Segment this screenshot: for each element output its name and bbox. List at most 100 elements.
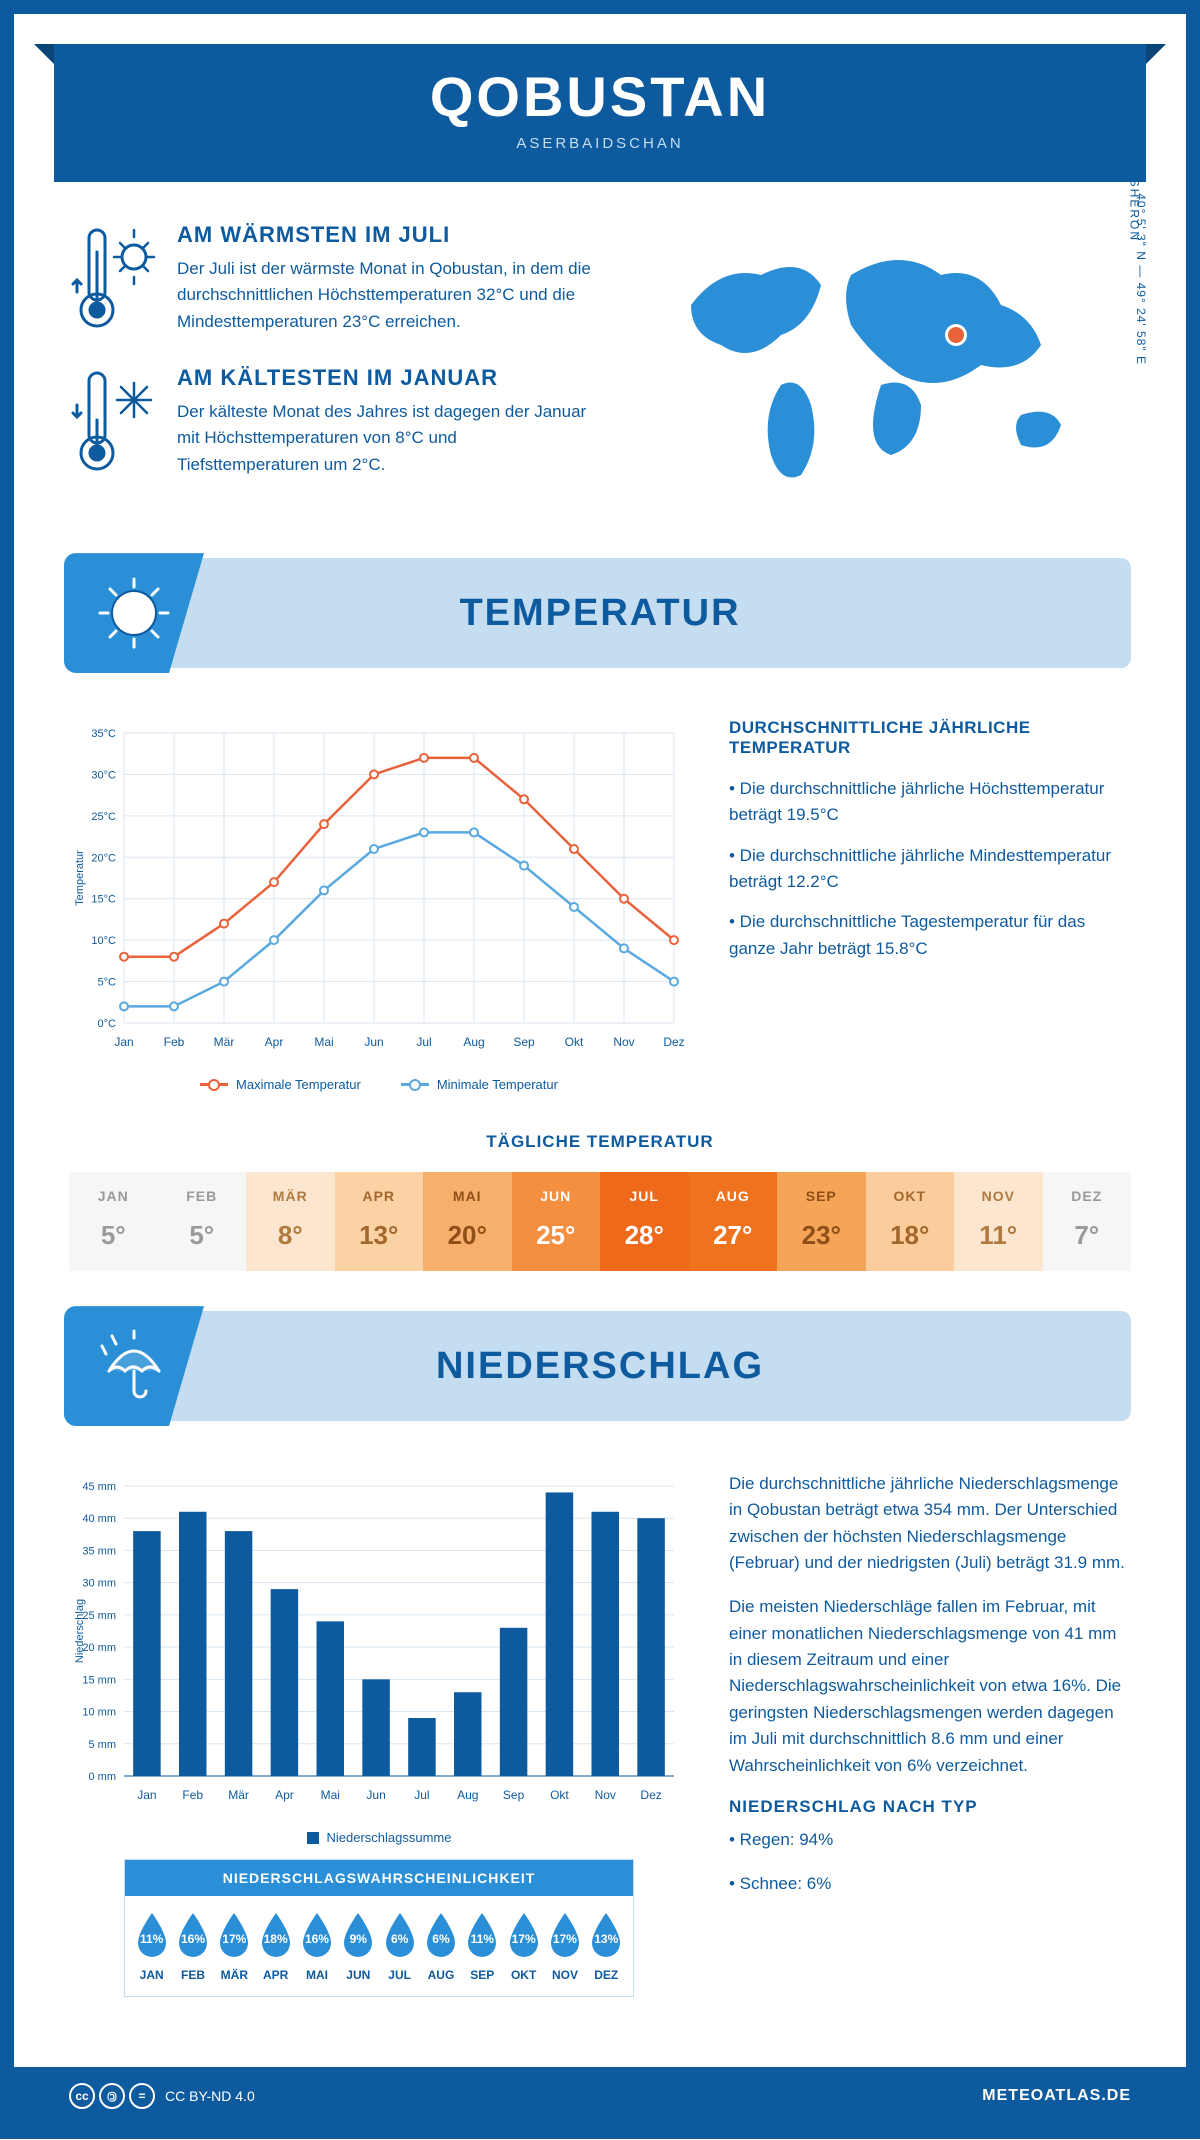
svg-text:Sep: Sep — [503, 1788, 525, 1802]
svg-text:5°C: 5°C — [98, 977, 117, 989]
prob-cell: 9% JUN — [338, 1910, 379, 1982]
svg-text:Dez: Dez — [640, 1788, 661, 1802]
precip-para: Die durchschnittliche jährliche Niedersc… — [729, 1471, 1131, 1576]
raindrop-icon: 6% — [421, 1910, 461, 1960]
license-label: CC BY-ND 4.0 — [165, 2088, 255, 2104]
raindrop-icon: 17% — [214, 1910, 254, 1960]
prob-cell: 11% JAN — [131, 1910, 172, 1982]
prob-cell: 6% AUG — [420, 1910, 461, 1982]
site-label: METEOATLAS.DE — [982, 2087, 1131, 2105]
raindrop-icon: 17% — [545, 1910, 585, 1960]
prob-title: NIEDERSCHLAGSWAHRSCHEINLICHKEIT — [125, 1860, 633, 1896]
svg-text:Jul: Jul — [416, 1035, 431, 1049]
prob-cell: 6% JUL — [379, 1910, 420, 1982]
prob-cell: 13% DEZ — [586, 1910, 627, 1982]
svg-text:Feb: Feb — [164, 1035, 185, 1049]
temperature-annual: DURCHSCHNITTLICHE JÄHRLICHE TEMPERATUR •… — [729, 718, 1131, 1092]
svg-text:20 mm: 20 mm — [82, 1642, 116, 1654]
svg-text:Mär: Mär — [228, 1788, 249, 1802]
thermometer-snow-icon — [69, 365, 159, 475]
svg-text:Sep: Sep — [513, 1035, 535, 1049]
warmest-text: Der Juli ist der wärmste Monat in Qobust… — [177, 256, 597, 335]
svg-text:Jan: Jan — [137, 1788, 156, 1802]
temperature-section-head: TEMPERATUR — [69, 558, 1131, 668]
legend-precip: Niederschlagssumme — [327, 1830, 452, 1845]
temperature-legend: Maximale Temperatur Minimale Temperatur — [69, 1077, 689, 1092]
daily-cell: AUG 27° — [689, 1172, 778, 1271]
svg-text:Okt: Okt — [550, 1788, 569, 1802]
svg-text:15°C: 15°C — [91, 894, 116, 906]
annual-bullet: • Die durchschnittliche jährliche Höchst… — [729, 776, 1131, 829]
raindrop-icon: 9% — [338, 1910, 378, 1960]
svg-text:Mär: Mär — [214, 1035, 235, 1049]
svg-text:Okt: Okt — [565, 1035, 584, 1049]
umbrella-icon — [94, 1326, 174, 1406]
daily-cell: JUN 25° — [512, 1172, 601, 1271]
prob-cell: 17% NOV — [544, 1910, 585, 1982]
coldest-title: AM KÄLTESTEN IM JANUAR — [177, 365, 597, 391]
svg-text:Apr: Apr — [275, 1788, 294, 1802]
page-subtitle: ASERBAIDSCHAN — [54, 135, 1146, 152]
svg-text:30 mm: 30 mm — [82, 1578, 116, 1590]
prob-cell: 17% OKT — [503, 1910, 544, 1982]
daily-cell: FEB 5° — [158, 1172, 247, 1271]
prob-cell: 16% FEB — [172, 1910, 213, 1982]
daily-temp-title: TÄGLICHE TEMPERATUR — [14, 1132, 1186, 1152]
svg-text:Mai: Mai — [314, 1035, 333, 1049]
svg-text:Jan: Jan — [114, 1035, 133, 1049]
raindrop-icon: 17% — [504, 1910, 544, 1960]
svg-text:15 mm: 15 mm — [82, 1674, 116, 1686]
svg-text:0 mm: 0 mm — [89, 1771, 117, 1783]
coords-label: 40° 5' 3" N — 49° 24' 58" E — [1134, 193, 1148, 365]
world-map: ABSHERON 40° 5' 3" N — 49° 24' 58" E — [651, 222, 1131, 508]
svg-text:10°C: 10°C — [91, 935, 116, 947]
precip-title: NIEDERSCHLAG — [436, 1345, 764, 1388]
annual-bullet: • Die durchschnittliche jährliche Mindes… — [729, 843, 1131, 896]
header-banner: QOBUSTAN ASERBAIDSCHAN — [54, 44, 1146, 182]
daily-cell: JUL 28° — [600, 1172, 689, 1271]
prob-cell: 17% MÄR — [214, 1910, 255, 1982]
daily-cell: MAI 20° — [423, 1172, 512, 1271]
svg-text:45 mm: 45 mm — [82, 1481, 116, 1493]
annual-title: DURCHSCHNITTLICHE JÄHRLICHE TEMPERATUR — [729, 718, 1131, 758]
precip-para: Die meisten Niederschläge fallen im Febr… — [729, 1594, 1131, 1778]
daily-cell: JAN 5° — [69, 1172, 158, 1271]
precip-type: • Regen: 94% — [729, 1827, 1131, 1853]
temperature-chart: 0°C5°C10°C15°C20°C25°C30°C35°CJanFebMärA… — [69, 718, 689, 1092]
svg-text:10 mm: 10 mm — [82, 1707, 116, 1719]
svg-text:5 mm: 5 mm — [89, 1739, 117, 1751]
daily-cell: MÄR 8° — [246, 1172, 335, 1271]
svg-text:Niederschlag: Niederschlag — [74, 1599, 86, 1663]
raindrop-icon: 13% — [586, 1910, 626, 1960]
daily-cell: APR 13° — [335, 1172, 424, 1271]
legend-max: Maximale Temperatur — [236, 1077, 361, 1092]
raindrop-icon: 16% — [173, 1910, 213, 1960]
svg-text:0°C: 0°C — [98, 1018, 117, 1030]
svg-text:Jun: Jun — [364, 1035, 383, 1049]
daily-cell: NOV 11° — [954, 1172, 1043, 1271]
svg-text:Jul: Jul — [414, 1788, 429, 1802]
legend-min: Minimale Temperatur — [437, 1077, 558, 1092]
svg-text:Dez: Dez — [663, 1035, 684, 1049]
precip-probability-box: NIEDERSCHLAGSWAHRSCHEINLICHKEIT 11% JAN … — [124, 1859, 634, 1997]
warmest-title: AM WÄRMSTEN IM JULI — [177, 222, 597, 248]
svg-text:Nov: Nov — [613, 1035, 634, 1049]
precip-section-head: NIEDERSCHLAG — [69, 1311, 1131, 1421]
prob-cell: 11% SEP — [462, 1910, 503, 1982]
intro-section: AM WÄRMSTEN IM JULI Der Juli ist der wär… — [14, 182, 1186, 538]
svg-text:Nov: Nov — [595, 1788, 616, 1802]
svg-text:20°C: 20°C — [91, 852, 116, 864]
prob-cell: 18% APR — [255, 1910, 296, 1982]
page: QOBUSTAN ASERBAIDSCHAN AM WÄRMSTEN IM JU… — [0, 0, 1200, 2139]
prob-cell: 16% MAI — [296, 1910, 337, 1982]
precip-text: Die durchschnittliche jährliche Niedersc… — [729, 1471, 1131, 2027]
coldest-text: Der kälteste Monat des Jahres ist dagege… — [177, 399, 597, 478]
warmest-block: AM WÄRMSTEN IM JULI Der Juli ist der wär… — [69, 222, 611, 335]
daily-cell: SEP 23° — [777, 1172, 866, 1271]
daily-temp-table: JAN 5° FEB 5° MÄR 8° APR 13° MAI 20° JUN… — [69, 1172, 1131, 1271]
svg-text:Mai: Mai — [321, 1788, 340, 1802]
svg-text:25 mm: 25 mm — [82, 1610, 116, 1622]
svg-text:Jun: Jun — [366, 1788, 385, 1802]
svg-text:Aug: Aug — [457, 1788, 478, 1802]
svg-text:40 mm: 40 mm — [82, 1513, 116, 1525]
